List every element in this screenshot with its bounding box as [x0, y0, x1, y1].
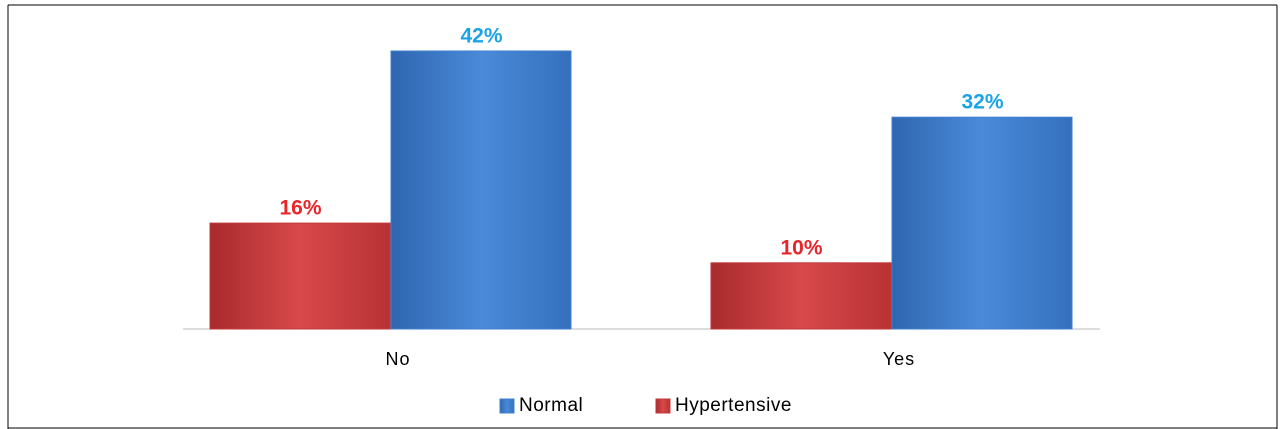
legend-swatch	[499, 398, 515, 414]
value-label: 16%	[279, 197, 321, 220]
bar	[891, 116, 1073, 330]
legend-label: Hypertensive	[675, 395, 792, 416]
value-label: 10%	[780, 236, 822, 259]
legend-label: Normal	[519, 395, 583, 416]
bar	[710, 262, 892, 330]
x-tick-label: Yes	[883, 349, 915, 369]
value-label: 42%	[460, 25, 502, 48]
legend-swatch	[655, 398, 671, 414]
bar	[390, 50, 572, 330]
x-tick-label: No	[385, 349, 410, 369]
bar	[209, 222, 391, 330]
value-label: 32%	[961, 91, 1003, 114]
